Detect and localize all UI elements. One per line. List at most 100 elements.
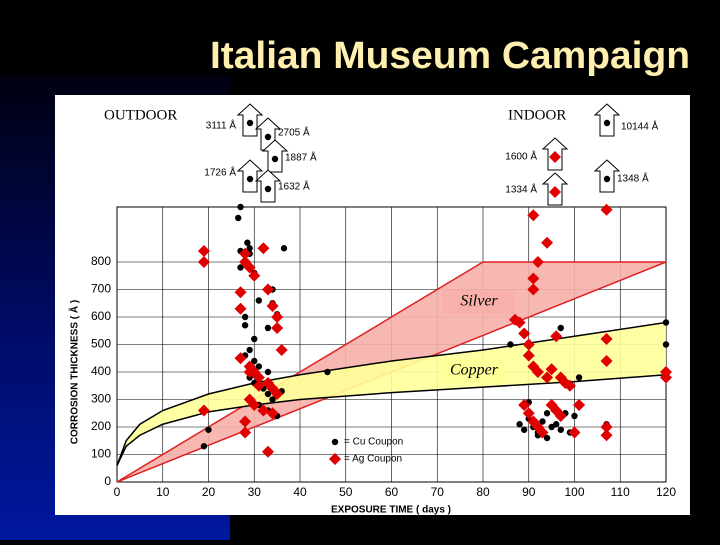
offscale-label: 2705 Å [278,126,310,139]
cu-point [246,346,253,354]
ag-point [527,283,540,296]
offscale-label: 1632 Å [278,180,310,193]
band-label-box [443,290,515,314]
cu-point [662,341,670,348]
y-tick-label: 600 [91,309,111,323]
ag-point [257,404,270,417]
cu-point [543,410,551,417]
band-label: Copper [450,362,499,379]
band-lower [116,261,667,483]
ag-point [541,371,554,384]
ag-point [234,302,247,315]
cu-point [575,374,583,381]
ag-point [239,247,252,260]
cu-point [269,396,276,403]
cu-point [244,239,251,246]
offscale-label: 3111 Å [206,119,237,132]
ag-point [197,245,210,257]
ag-point [531,366,544,378]
cu-point [557,426,564,433]
offscale-label: 1600 Å [505,150,537,163]
ag-point [197,256,210,268]
band-label: Silver [460,293,498,310]
cu-point [557,324,564,332]
cu-point [255,297,263,304]
cu-point [235,214,242,222]
ag-point [600,333,613,345]
ag-point [568,426,581,439]
ag-point [239,426,252,439]
ag-point [243,261,256,274]
legend-marker [329,453,341,465]
ag-point [266,407,279,420]
offscale-label: 10144 Å [621,120,659,133]
cu-point [280,245,288,252]
cu-point [264,368,272,376]
legend-label: = Cu Coupon [344,437,403,448]
offscale-label: 1348 Å [617,172,649,185]
ag-point [527,209,540,222]
y-tick-label: 500 [91,337,111,351]
cu-point [255,363,263,370]
y-tick-label: 100 [91,447,111,461]
cu-point [553,421,560,428]
y-tick-label: 0 [104,474,111,488]
ag-point [660,371,672,384]
x-tick-label: 70 [431,485,445,499]
x-tick-label: 60 [385,485,399,499]
ag-point [509,313,522,326]
offscale-marker [246,175,254,183]
y-tick-label: 300 [91,392,111,406]
cu-point [205,426,212,433]
ag-point [522,338,535,351]
ag-point [243,366,256,378]
ag-point [275,344,288,356]
cu-point [507,341,514,348]
cu-point [264,390,272,398]
offscale-marker [271,155,279,163]
ag-point [573,399,586,411]
ag-point [600,355,613,367]
offscale-label: 1334 Å [505,183,537,196]
cu-point [520,426,528,433]
y-axis-label: CORROSION THICKNESS ( Å ) [68,300,81,444]
section-label: OUTDOOR [104,107,177,123]
ag-point [550,330,563,343]
x-tick-label: 40 [293,485,307,499]
band-label-box [442,359,506,383]
ag-point [545,363,558,376]
cu-point [237,203,244,211]
ag-point [234,352,247,365]
offscale-marker [549,151,561,163]
ag-point [234,286,247,299]
ag-point [261,445,274,458]
cu-point [241,313,249,321]
cu-point [200,443,208,450]
ag-point [271,322,284,334]
ag-point [531,256,544,268]
legend-label: = Ag Coupon [344,454,402,465]
cu-point [264,324,272,332]
offscale-marker [603,175,611,183]
x-tick-label: 50 [339,485,353,499]
offscale-marker [603,119,611,127]
offscale-label: 1726 Å [204,166,236,179]
ag-point [271,388,284,400]
ag-point [600,203,613,216]
ag-point [518,327,531,340]
offscale-marker [549,186,561,198]
ag-point [266,300,279,312]
cu-point [571,412,578,420]
x-tick-label: 30 [248,485,262,499]
x-tick-label: 80 [476,485,490,499]
ag-point [527,272,540,285]
x-tick-label: 20 [202,485,216,499]
legend-marker [331,438,339,446]
cu-point [539,418,546,425]
ag-point [522,349,535,362]
y-tick-label: 700 [91,282,111,296]
cu-point [246,245,253,252]
offscale-marker [246,119,254,127]
